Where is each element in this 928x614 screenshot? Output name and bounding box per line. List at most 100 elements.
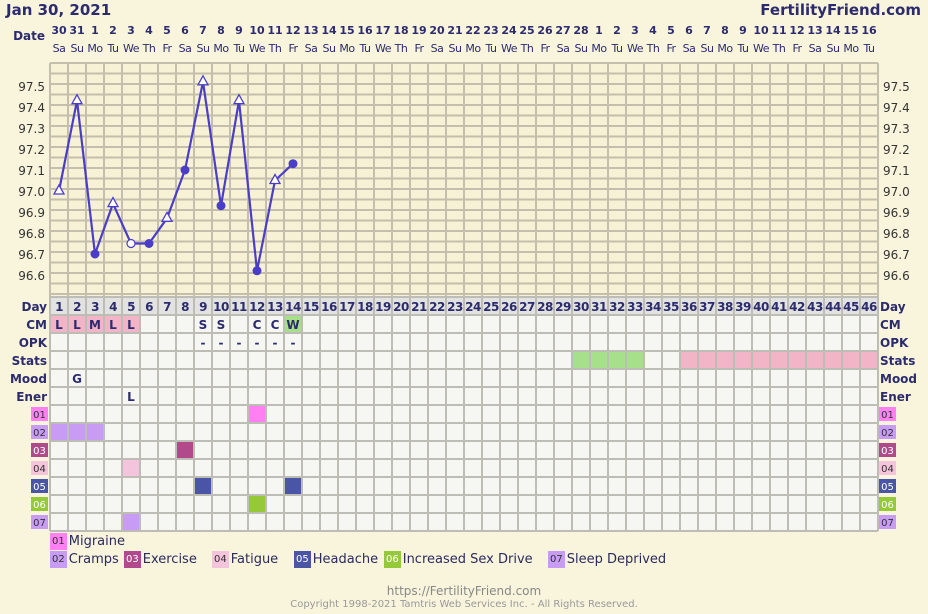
cm-value: C xyxy=(253,318,262,332)
symptom-badge-left xyxy=(31,443,48,457)
day-number: 20 xyxy=(393,300,409,314)
symptom-badge-right xyxy=(879,497,896,511)
weekday-label: Th xyxy=(772,42,786,55)
date-number: 12 xyxy=(285,24,300,37)
y-tick-right: 97.5 xyxy=(883,80,910,94)
symptom-cell-02 xyxy=(86,423,104,441)
symptom-code-left: 01 xyxy=(33,410,46,421)
symptom-badge-right xyxy=(879,515,896,529)
weekday-label: Fr xyxy=(414,42,424,55)
day-number: 40 xyxy=(753,300,769,314)
row-label-right-mood: Mood xyxy=(880,372,917,386)
cm-cell-fill xyxy=(86,315,104,333)
weekday-label: Tu xyxy=(484,42,496,55)
symptom-badge-left xyxy=(31,407,48,421)
cm-value: M xyxy=(89,318,101,332)
date-number: 12 xyxy=(789,24,804,37)
day-number: 21 xyxy=(411,300,427,314)
date-number: 20 xyxy=(429,24,445,37)
symptom-cell-06 xyxy=(248,495,266,513)
temperature-point xyxy=(288,159,298,169)
symptom-cell-01 xyxy=(248,405,266,423)
date-number: 5 xyxy=(163,24,171,37)
legend-item-05: 05 Headache xyxy=(294,551,378,568)
footer-url[interactable]: https://FertilityFriend.com xyxy=(386,584,542,598)
opk-value: - xyxy=(291,336,296,350)
weekday-label: We xyxy=(501,42,518,55)
cm-value: S xyxy=(199,318,208,332)
footer-copyright: Copyright 1998-2021 Tamtris Web Services… xyxy=(290,599,638,610)
date-number: 7 xyxy=(199,24,207,37)
weekday-label: We xyxy=(375,42,392,55)
day-number: 38 xyxy=(717,300,733,314)
day-number: 2 xyxy=(73,300,81,314)
weekday-label: Sa xyxy=(557,42,570,55)
weekday-label: Tu xyxy=(610,42,622,55)
date-number: 4 xyxy=(649,24,657,37)
symptom-badge-left xyxy=(31,515,48,529)
y-tick-left: 96.9 xyxy=(18,206,45,220)
symptom-code-right: 03 xyxy=(881,446,894,457)
day-number: 8 xyxy=(181,300,189,314)
legend-label: Sleep Deprived xyxy=(566,552,667,567)
y-tick-left: 97.1 xyxy=(18,164,45,178)
date-number: 23 xyxy=(483,24,498,37)
stats-cell-pink xyxy=(716,351,734,369)
date-number: 10 xyxy=(249,24,265,37)
weekday-label: Mo xyxy=(717,42,733,55)
date-number: 9 xyxy=(739,24,747,37)
temperature-point-open xyxy=(126,238,136,249)
symptom-cell-02 xyxy=(50,423,68,441)
row-label-ener: Ener xyxy=(16,390,47,404)
date-number: 27 xyxy=(555,24,570,37)
row-label-day: Day xyxy=(21,300,47,314)
date-number: 7 xyxy=(703,24,711,37)
symptom-cell-07 xyxy=(122,513,140,531)
legend-swatch: 07 xyxy=(548,551,565,568)
temperature-point-triangle xyxy=(52,183,66,195)
legend-swatch: 06 xyxy=(384,551,401,568)
symptom-cell-03 xyxy=(176,441,194,459)
symptom-badge-left xyxy=(31,425,48,439)
temperature-point-triangle xyxy=(232,93,246,105)
brand-link[interactable]: FertilityFriend.com xyxy=(760,1,921,19)
day-number: 16 xyxy=(321,300,337,314)
y-tick-right: 97.1 xyxy=(883,164,910,178)
symptom-code-right: 07 xyxy=(881,518,894,529)
weekday-label: We xyxy=(753,42,770,55)
date-label: Date xyxy=(13,29,45,43)
row-label-right-stats: Stats xyxy=(880,354,915,368)
cm-value: L xyxy=(127,318,135,332)
symptom-code-left: 04 xyxy=(33,464,46,475)
stats-cell-green xyxy=(626,351,644,369)
y-tick-left: 97.3 xyxy=(18,122,45,136)
symptom-code-left: 02 xyxy=(33,428,46,439)
temperature-point-triangle xyxy=(106,196,120,208)
day-number: 17 xyxy=(339,300,355,314)
day-number: 34 xyxy=(645,300,661,314)
y-tick-left: 96.6 xyxy=(18,269,45,283)
date-number: 11 xyxy=(267,24,282,37)
y-tick-right: 96.7 xyxy=(883,248,910,262)
date-number: 31 xyxy=(69,24,84,37)
date-number: 16 xyxy=(357,24,373,37)
symptom-code-left: 06 xyxy=(33,500,46,511)
temperature-point-triangle xyxy=(268,173,282,185)
legend-item-01: 01 Migraine xyxy=(50,533,125,550)
weekday-label: Su xyxy=(827,42,840,55)
weekday-label: Su xyxy=(197,42,210,55)
weekday-label: Sa xyxy=(809,42,822,55)
y-tick-left: 97.5 xyxy=(18,80,45,94)
row-label-stats: Stats xyxy=(12,354,47,368)
day-number: 43 xyxy=(807,300,823,314)
chart-title: Jan 30, 2021 xyxy=(6,1,112,19)
legend-label: Increased Sex Drive xyxy=(402,552,533,567)
day-number: 5 xyxy=(127,300,135,314)
ener-value: L xyxy=(127,390,135,404)
y-tick-right: 97.4 xyxy=(883,101,910,115)
legend-label: Fatigue xyxy=(230,552,279,567)
weekday-label: Sa xyxy=(431,42,444,55)
temperature-point-triangle xyxy=(70,93,84,105)
weekday-label: Mo xyxy=(87,42,103,55)
day-number: 36 xyxy=(681,300,697,314)
